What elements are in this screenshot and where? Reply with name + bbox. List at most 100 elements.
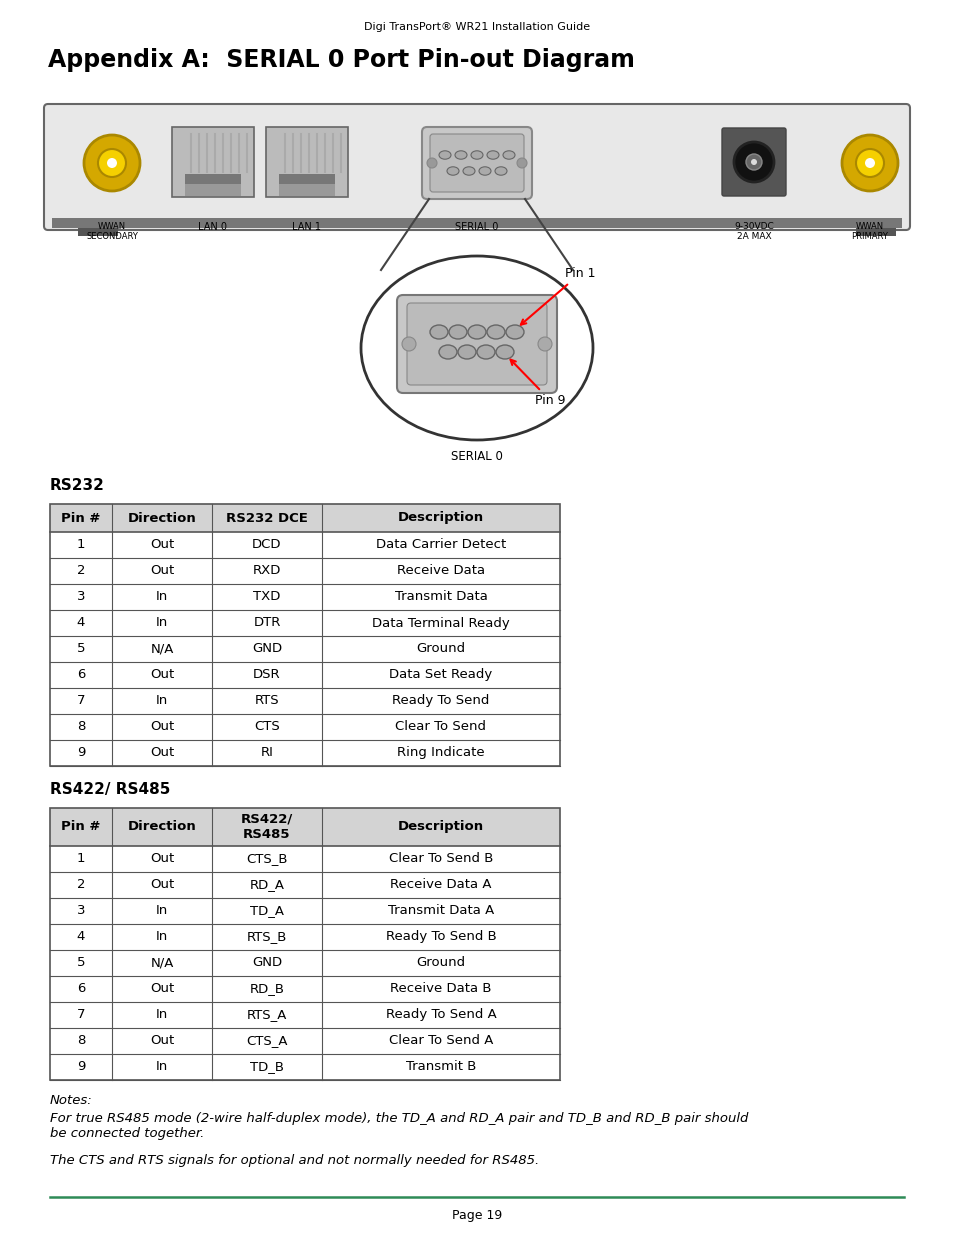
Ellipse shape [496, 345, 514, 359]
Bar [50, 636, 559, 662]
Text: Ring Indicate: Ring Indicate [396, 746, 484, 760]
Text: Out: Out [150, 983, 174, 995]
Text: 5: 5 [76, 956, 85, 969]
Text: 1: 1 [76, 852, 85, 866]
Ellipse shape [502, 151, 515, 159]
Text: Transmit Data: Transmit Data [395, 590, 487, 604]
Text: RTS_A: RTS_A [247, 1009, 287, 1021]
Text: Receive Data B: Receive Data B [390, 983, 491, 995]
Ellipse shape [486, 151, 498, 159]
Circle shape [517, 158, 526, 168]
Text: Out: Out [150, 668, 174, 682]
Text: 6: 6 [77, 668, 85, 682]
Ellipse shape [505, 325, 523, 338]
Text: The CTS and RTS signals for optional and not normally needed for RS485.: The CTS and RTS signals for optional and… [50, 1153, 538, 1167]
Text: 8: 8 [77, 1035, 85, 1047]
FancyBboxPatch shape [44, 104, 909, 230]
Text: 9: 9 [77, 746, 85, 760]
Text: GND: GND [252, 956, 282, 969]
FancyBboxPatch shape [396, 295, 557, 393]
Text: DTR: DTR [253, 616, 280, 630]
Circle shape [864, 158, 874, 168]
Text: Ready To Send: Ready To Send [392, 694, 489, 708]
Text: Direction: Direction [128, 511, 196, 525]
FancyBboxPatch shape [421, 127, 532, 199]
Text: GND: GND [252, 642, 282, 656]
Text: Pin 9: Pin 9 [510, 359, 565, 408]
Text: CTS_B: CTS_B [246, 852, 288, 866]
Text: RXD: RXD [253, 564, 281, 578]
Bar [50, 558, 559, 584]
Text: 2: 2 [76, 564, 85, 578]
Text: WWAN
SECONDARY: WWAN SECONDARY [86, 222, 138, 241]
Text: Out: Out [150, 746, 174, 760]
Bar [50, 662, 559, 688]
Text: 8: 8 [77, 720, 85, 734]
Text: 5: 5 [76, 642, 85, 656]
Text: 4: 4 [77, 616, 85, 630]
Text: Out: Out [150, 538, 174, 552]
Ellipse shape [455, 151, 467, 159]
Text: Data Carrier Detect: Data Carrier Detect [375, 538, 506, 552]
Bar [50, 1053, 559, 1079]
Text: Clear To Send: Clear To Send [395, 720, 486, 734]
Text: CTS: CTS [253, 720, 279, 734]
Text: In: In [155, 694, 168, 708]
Bar [50, 898, 559, 924]
Text: RTS: RTS [254, 694, 279, 708]
Text: Out: Out [150, 852, 174, 866]
Text: In: In [155, 1009, 168, 1021]
Text: RS232: RS232 [50, 478, 105, 493]
Ellipse shape [471, 151, 482, 159]
FancyBboxPatch shape [172, 127, 253, 198]
Circle shape [841, 135, 897, 191]
Circle shape [401, 337, 416, 351]
Text: TXD: TXD [253, 590, 280, 604]
Bar [50, 808, 559, 1079]
Text: N/A: N/A [151, 956, 173, 969]
Text: Digi TransPort® WR21 Installation Guide: Digi TransPort® WR21 Installation Guide [363, 22, 590, 32]
Bar [855, 219, 895, 236]
Ellipse shape [430, 325, 448, 338]
Text: Notes:: Notes: [50, 1094, 92, 1107]
Ellipse shape [449, 325, 467, 338]
Text: CTS_A: CTS_A [246, 1035, 288, 1047]
Ellipse shape [360, 256, 593, 440]
Text: Receive Data: Receive Data [396, 564, 484, 578]
Ellipse shape [476, 345, 495, 359]
Bar [50, 610, 559, 636]
Text: RI: RI [260, 746, 274, 760]
Bar [278, 174, 335, 196]
Text: LAN 0: LAN 0 [198, 222, 227, 232]
Circle shape [98, 149, 126, 177]
Bar [50, 924, 559, 950]
Text: In: In [155, 590, 168, 604]
Text: 1: 1 [76, 538, 85, 552]
FancyBboxPatch shape [407, 303, 546, 385]
Text: 3: 3 [76, 590, 85, 604]
Text: Ground: Ground [416, 642, 465, 656]
Text: Ground: Ground [416, 956, 465, 969]
Text: RS232 DCE: RS232 DCE [226, 511, 308, 525]
Circle shape [84, 135, 140, 191]
Text: 2: 2 [76, 878, 85, 892]
Ellipse shape [438, 345, 456, 359]
Text: 7: 7 [76, 1009, 85, 1021]
Text: Pin 1: Pin 1 [520, 267, 595, 325]
Text: In: In [155, 1061, 168, 1073]
Text: Ready To Send B: Ready To Send B [385, 930, 496, 944]
Ellipse shape [495, 167, 506, 175]
Circle shape [745, 154, 761, 170]
Circle shape [427, 158, 436, 168]
Circle shape [733, 142, 773, 182]
Text: In: In [155, 930, 168, 944]
Text: Pin #: Pin # [61, 511, 101, 525]
Bar [50, 950, 559, 976]
Text: Clear To Send B: Clear To Send B [389, 852, 493, 866]
Text: Receive Data A: Receive Data A [390, 878, 491, 892]
Bar [50, 1002, 559, 1028]
Text: RS422/
RS485: RS422/ RS485 [240, 813, 293, 841]
Circle shape [855, 149, 883, 177]
Text: SERIAL 0: SERIAL 0 [451, 450, 502, 463]
Text: TD_B: TD_B [250, 1061, 284, 1073]
